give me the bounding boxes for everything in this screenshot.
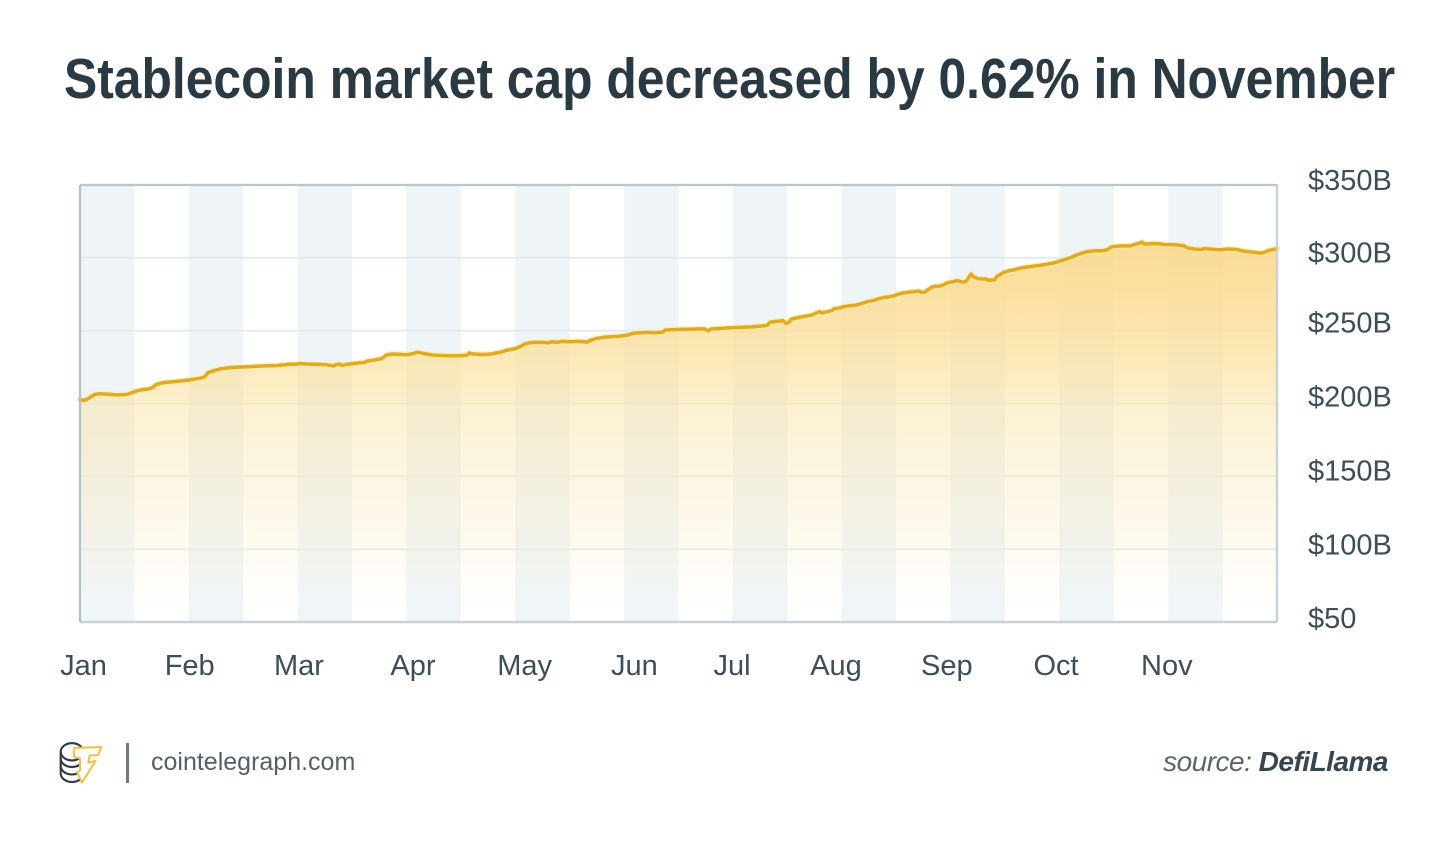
svg-text:Apr: Apr <box>390 650 435 682</box>
svg-text:Jan: Jan <box>60 650 107 682</box>
svg-text:$250B: $250B <box>1308 308 1392 340</box>
svg-text:Aug: Aug <box>810 650 862 682</box>
svg-text:Sep: Sep <box>921 650 973 682</box>
svg-text:Nov: Nov <box>1141 650 1193 682</box>
svg-text:$200B: $200B <box>1308 382 1392 414</box>
svg-text:$150B: $150B <box>1308 455 1392 487</box>
svg-text:$300B: $300B <box>1308 238 1392 270</box>
svg-text:$350B: $350B <box>1308 165 1392 197</box>
svg-text:May: May <box>497 650 552 682</box>
svg-text:$50: $50 <box>1308 603 1356 635</box>
svg-text:Feb: Feb <box>165 650 215 682</box>
svg-text:Oct: Oct <box>1033 650 1078 682</box>
svg-text:$100B: $100B <box>1308 529 1392 561</box>
svg-text:Mar: Mar <box>274 650 324 682</box>
svg-text:Jul: Jul <box>713 650 750 682</box>
svg-text:Jun: Jun <box>611 650 658 682</box>
